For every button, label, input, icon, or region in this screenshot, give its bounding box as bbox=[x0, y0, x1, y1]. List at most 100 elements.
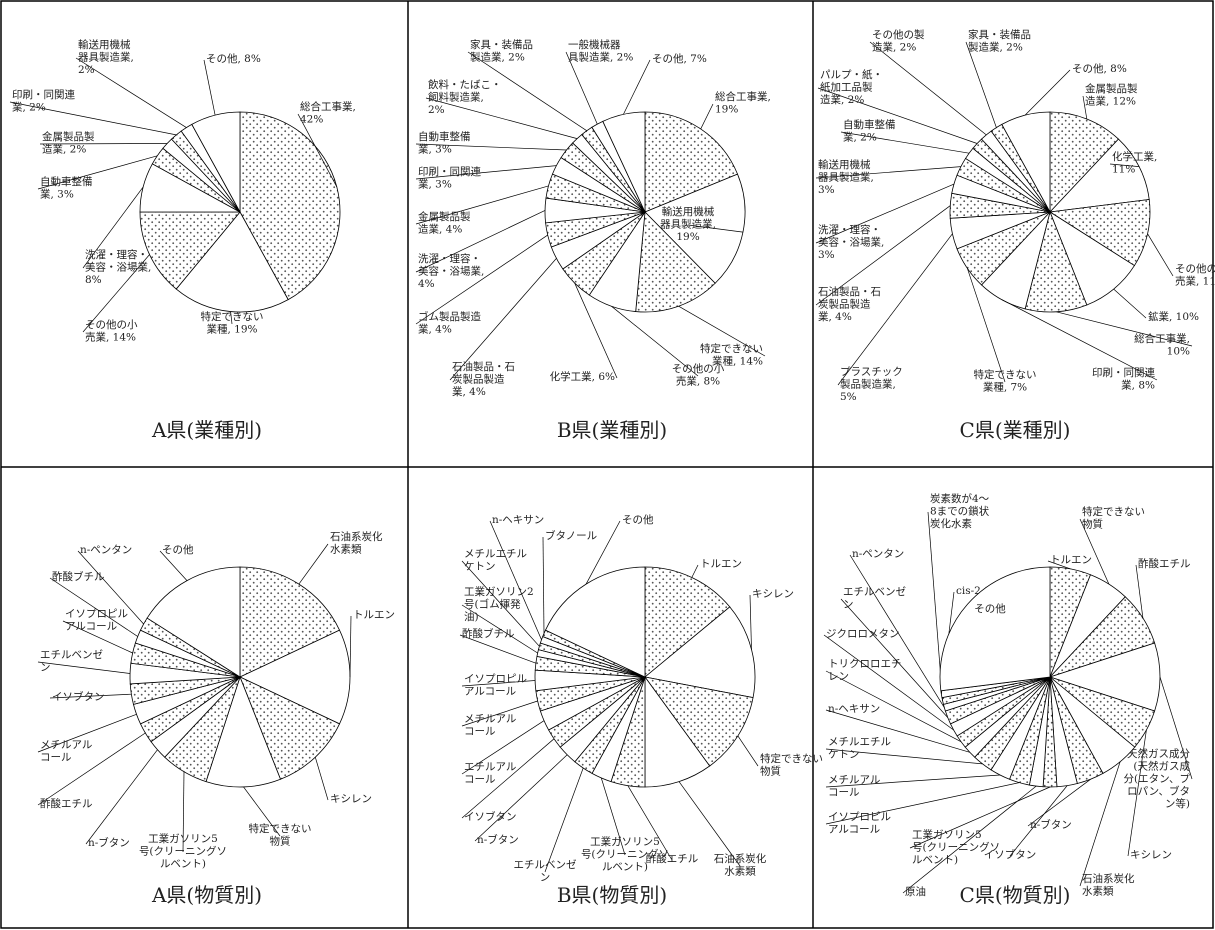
slice-label: 工業ガソリン5 号(クリーニングソルベント) bbox=[139, 832, 227, 870]
leader-line bbox=[461, 720, 545, 775]
leader-line bbox=[1147, 233, 1174, 277]
slice-label: 鉱業, 10% bbox=[1148, 310, 1199, 323]
chart-b-industry: 総合工事業, 19% 輸送用機械器具製造業, 19% 特定できない業種, 14%その他の… bbox=[415, 38, 771, 442]
slice-label: ジクロロメタン bbox=[826, 628, 900, 640]
slice-label: 家具・装備品製造業, 2% bbox=[968, 28, 1031, 54]
leader-line bbox=[1079, 518, 1110, 585]
leader-line bbox=[77, 550, 144, 625]
leader-line bbox=[49, 577, 138, 637]
leader-line bbox=[62, 620, 133, 654]
slice-label: エチルベンゼン bbox=[514, 859, 577, 884]
leader-line bbox=[966, 268, 1006, 383]
chart-title: B県(業種別) bbox=[557, 418, 667, 442]
leader-line bbox=[1135, 564, 1144, 619]
leader-line bbox=[869, 41, 987, 136]
slice-label: 工業ガソリン5 号(クリーニングソルベント) bbox=[581, 835, 669, 873]
slice-label: メチルエチルケトン bbox=[828, 736, 891, 761]
slice-label: パルプ・紙・紙加工品製造業, 2% bbox=[820, 68, 883, 106]
leader-line bbox=[737, 735, 759, 767]
slice-label: 総合工事業, 19% bbox=[715, 90, 771, 116]
leader-line bbox=[298, 543, 329, 585]
slice-label: 一般機械器具製造業, 2% bbox=[568, 38, 633, 64]
slice-label: キシレン bbox=[752, 588, 794, 600]
leader-line bbox=[815, 166, 961, 179]
leader-line bbox=[37, 713, 137, 753]
slice-label: メチルアルコール bbox=[828, 774, 880, 799]
pie-slice bbox=[175, 211, 289, 313]
pie-slice bbox=[544, 566, 646, 678]
leader-line bbox=[159, 550, 188, 581]
leader-line bbox=[1001, 299, 1158, 381]
slice-label: ブタノール bbox=[545, 529, 597, 542]
pie-slice bbox=[239, 111, 341, 301]
slice-label: ゴム製品製造業, 4% bbox=[418, 310, 481, 336]
slice-label: トルエン bbox=[1050, 554, 1092, 566]
leader-line bbox=[1113, 288, 1147, 319]
leader-line bbox=[349, 615, 352, 678]
chart-title: A県(物質別) bbox=[151, 883, 262, 907]
leader-line bbox=[1127, 729, 1147, 857]
slice-label: 飲料・たばこ・飼料製造業, 2% bbox=[428, 78, 502, 116]
slice-label: その他 bbox=[974, 602, 1006, 615]
slice-label: 特定できない業種, 14% bbox=[700, 342, 763, 368]
leader-line bbox=[687, 224, 744, 233]
leader-line bbox=[902, 785, 1037, 894]
slice-label: エチルアルコール bbox=[464, 761, 516, 786]
leader-line bbox=[611, 305, 699, 377]
leader-line bbox=[243, 786, 281, 837]
leader-line bbox=[825, 748, 983, 765]
leader-line bbox=[627, 785, 673, 861]
slice-label: 金属製品製造業, 2% bbox=[42, 130, 95, 156]
slice-label: トリクロロエチレン bbox=[828, 658, 902, 683]
pie-slice bbox=[239, 566, 341, 678]
leader-line bbox=[817, 87, 978, 144]
leader-line bbox=[1109, 163, 1140, 167]
slice-label: トルエン bbox=[700, 558, 742, 570]
slice-label: 自動車整備業, 3% bbox=[40, 175, 93, 201]
leader-line bbox=[815, 205, 951, 306]
slice-label: 印刷・同関連業, 2% bbox=[12, 88, 75, 114]
leader-line bbox=[691, 564, 699, 578]
pie-slice bbox=[1048, 199, 1151, 267]
leader-line bbox=[1027, 779, 1091, 827]
leader-line bbox=[415, 143, 567, 151]
slice-label: キシレン bbox=[330, 793, 372, 805]
chart-c-industry: 金属製品製造業, 12% 化学工業,11% その他の小売業, 11% 鉱業, 10% 総… bbox=[815, 28, 1215, 442]
leader-line bbox=[825, 782, 1020, 825]
pie-slice bbox=[1049, 111, 1120, 214]
pie-slice bbox=[239, 676, 341, 780]
leader-line bbox=[1159, 676, 1193, 780]
pie-slice bbox=[939, 566, 1051, 692]
slice-label: 工業ガソリン5 号(クリーニングソルベント) bbox=[912, 828, 1000, 866]
slice-label: 特定できない物質 bbox=[760, 752, 823, 778]
leader-line bbox=[461, 604, 538, 654]
pie-slice bbox=[1001, 111, 1051, 213]
slice-label: プラスチック製品製造業, 5% bbox=[840, 366, 903, 403]
chart-a-industry: 総合工事業, 42% 特定できない業種, 19% その他の小売業, 14% 洗濯・理容・… bbox=[9, 38, 356, 442]
slice-label: 印刷・同関連業, 8% bbox=[1092, 366, 1155, 392]
slice-label: n-ブタン bbox=[1030, 818, 1072, 831]
leader-line bbox=[1082, 95, 1088, 120]
chart-title: C県(物質別) bbox=[960, 883, 1071, 907]
leader-line bbox=[749, 594, 752, 650]
slice-label: その他の製造業, 2% bbox=[872, 28, 925, 54]
slice-label: 工業ガソリン2 号(ゴム揮発油) bbox=[464, 585, 534, 623]
leader-line bbox=[449, 258, 557, 381]
slice-label: メチルエチルケトン bbox=[464, 548, 527, 573]
pie-slice bbox=[139, 211, 241, 290]
slice-label: 輸送用機械器具製造業, 19% bbox=[660, 205, 716, 243]
chart-c-substance: トルエン 特定できない物質酢酸エチル天然ガス成分(天然ガス成分(エタン、プロパン、… bbox=[823, 492, 1193, 907]
slice-label: 金属製品製造業, 12% bbox=[1085, 82, 1138, 108]
leader-line bbox=[909, 786, 1051, 849]
leader-line bbox=[1079, 761, 1121, 887]
leader-line bbox=[474, 754, 568, 842]
slice-label: 特定できない物質 bbox=[249, 822, 312, 848]
leader-line bbox=[1056, 311, 1193, 347]
slice-label: エチルベンゼン bbox=[40, 649, 103, 674]
slice-label: その他 bbox=[622, 513, 654, 526]
leader-line bbox=[1024, 69, 1071, 116]
slice-label: 洗濯・理容・美容・浴場業, 4% bbox=[418, 252, 484, 290]
leader-line bbox=[425, 97, 578, 139]
slice-label: その他 bbox=[162, 543, 194, 556]
